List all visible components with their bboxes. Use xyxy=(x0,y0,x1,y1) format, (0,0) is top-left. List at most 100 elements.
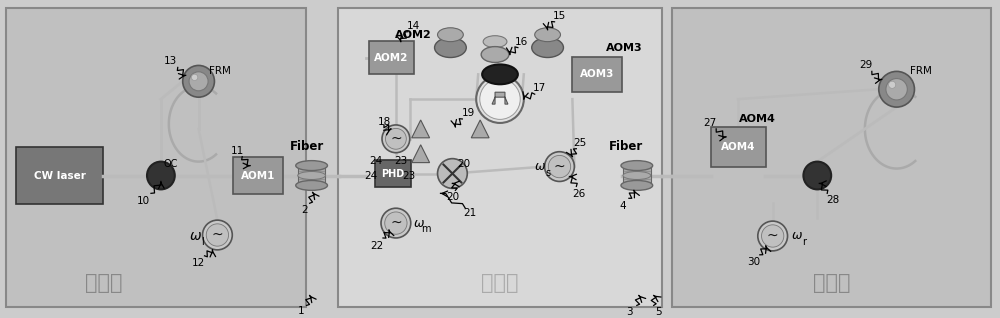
Ellipse shape xyxy=(298,171,325,179)
Text: FRM: FRM xyxy=(910,66,932,76)
Ellipse shape xyxy=(621,161,653,170)
Text: 20: 20 xyxy=(446,192,459,202)
Circle shape xyxy=(191,74,198,80)
Text: Fiber: Fiber xyxy=(290,140,324,153)
Circle shape xyxy=(206,224,229,246)
Text: Fiber: Fiber xyxy=(609,140,643,153)
Text: ω: ω xyxy=(792,230,803,243)
Text: 12: 12 xyxy=(192,258,205,268)
Text: l: l xyxy=(201,237,204,247)
Text: 20: 20 xyxy=(457,159,470,169)
Text: AOM2: AOM2 xyxy=(395,30,432,40)
Text: 2: 2 xyxy=(301,205,308,215)
Text: ω: ω xyxy=(413,217,424,230)
Text: 用户端: 用户端 xyxy=(813,273,851,293)
Text: PHD: PHD xyxy=(381,169,405,178)
Polygon shape xyxy=(412,120,430,138)
Circle shape xyxy=(382,125,410,153)
Text: 25: 25 xyxy=(574,138,587,148)
Text: ~: ~ xyxy=(390,216,402,230)
Text: 13: 13 xyxy=(164,57,177,66)
Circle shape xyxy=(879,71,914,107)
Text: 28: 28 xyxy=(827,195,840,205)
Text: AOM3: AOM3 xyxy=(580,69,614,80)
Bar xyxy=(623,166,651,185)
Bar xyxy=(369,41,414,74)
Text: 5: 5 xyxy=(655,307,662,317)
Bar xyxy=(338,8,662,308)
Ellipse shape xyxy=(296,180,327,190)
Text: 4: 4 xyxy=(620,201,626,211)
Bar xyxy=(6,8,306,308)
Text: 23: 23 xyxy=(394,156,407,166)
Text: 11: 11 xyxy=(231,146,244,156)
Bar xyxy=(672,8,991,308)
Text: 24: 24 xyxy=(369,156,383,166)
Text: 23: 23 xyxy=(402,171,415,182)
Text: m: m xyxy=(421,224,430,234)
Ellipse shape xyxy=(482,65,518,84)
Text: 14: 14 xyxy=(407,21,420,31)
Bar xyxy=(711,127,766,167)
Text: ω: ω xyxy=(190,229,201,243)
Circle shape xyxy=(381,208,411,238)
Text: 27: 27 xyxy=(704,118,717,128)
Circle shape xyxy=(385,212,407,234)
Text: 15: 15 xyxy=(553,11,566,21)
Bar xyxy=(16,147,103,204)
Bar xyxy=(298,166,325,185)
Text: 3: 3 xyxy=(627,307,633,317)
Text: 24: 24 xyxy=(364,171,378,182)
Text: CW laser: CW laser xyxy=(34,170,86,181)
Ellipse shape xyxy=(535,28,560,42)
Ellipse shape xyxy=(532,38,563,58)
Text: ~: ~ xyxy=(554,160,565,174)
Text: 19: 19 xyxy=(462,108,475,118)
Circle shape xyxy=(886,79,907,100)
Text: ~: ~ xyxy=(212,228,223,242)
Bar xyxy=(375,160,411,187)
Circle shape xyxy=(203,220,232,250)
Ellipse shape xyxy=(296,161,327,170)
Ellipse shape xyxy=(438,28,463,42)
Circle shape xyxy=(476,75,524,123)
Text: 10: 10 xyxy=(136,196,150,206)
Text: 16: 16 xyxy=(515,37,528,47)
Text: FRM: FRM xyxy=(209,66,231,76)
Text: AOM4: AOM4 xyxy=(721,142,755,152)
Ellipse shape xyxy=(147,162,175,190)
Circle shape xyxy=(480,79,520,119)
Text: ~: ~ xyxy=(390,132,402,146)
Text: ~: ~ xyxy=(767,229,778,243)
Ellipse shape xyxy=(483,36,507,48)
Text: r: r xyxy=(802,237,806,247)
Polygon shape xyxy=(492,92,508,104)
Text: 本地端: 本地端 xyxy=(85,273,122,293)
Text: 22: 22 xyxy=(370,241,384,251)
Bar xyxy=(572,57,622,92)
Text: 中继站: 中继站 xyxy=(481,273,519,293)
Text: ω: ω xyxy=(534,160,545,173)
Ellipse shape xyxy=(803,162,831,190)
Text: OC: OC xyxy=(164,159,178,169)
Polygon shape xyxy=(471,120,489,138)
Text: 21: 21 xyxy=(464,208,477,218)
Circle shape xyxy=(183,66,214,97)
Text: 18: 18 xyxy=(377,117,391,127)
Text: 29: 29 xyxy=(859,60,873,71)
Text: 30: 30 xyxy=(747,257,760,267)
Ellipse shape xyxy=(435,38,466,58)
Text: 1: 1 xyxy=(297,306,304,316)
Text: AOM3: AOM3 xyxy=(606,43,642,52)
Circle shape xyxy=(762,225,784,247)
Circle shape xyxy=(438,159,467,188)
Bar xyxy=(233,157,283,194)
Text: AOM1: AOM1 xyxy=(241,170,275,181)
Text: 17: 17 xyxy=(533,83,546,93)
Circle shape xyxy=(889,81,896,88)
Ellipse shape xyxy=(481,47,509,62)
Circle shape xyxy=(548,156,571,178)
Circle shape xyxy=(545,152,574,182)
Text: s: s xyxy=(545,168,550,177)
Polygon shape xyxy=(412,145,430,162)
